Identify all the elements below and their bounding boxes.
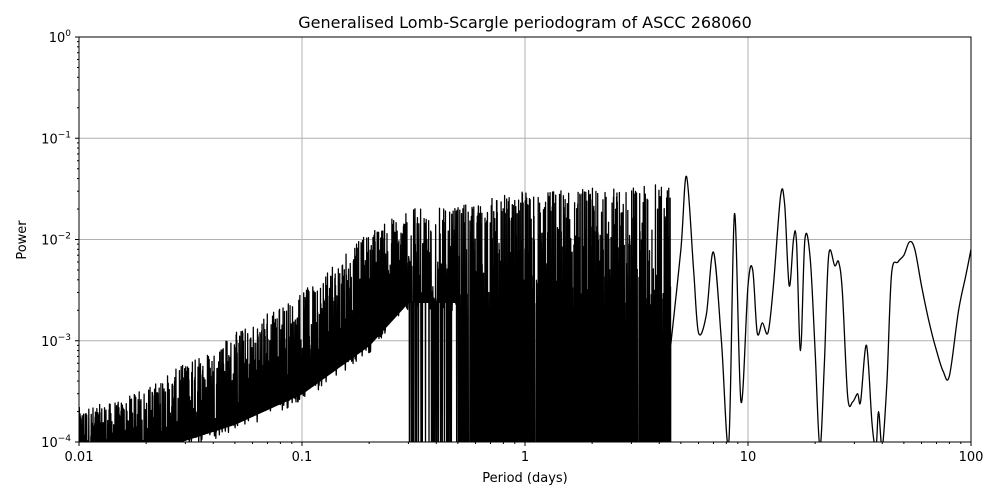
y-axis-ticks: 10−4 10−3 10−2 10−1 100 xyxy=(41,29,79,451)
x-axis-label: Period (days) xyxy=(482,471,568,486)
y-tick-label: 10−3 xyxy=(41,333,71,350)
chart-title: Generalised Lomb-Scargle periodogram of … xyxy=(298,13,752,32)
x-tick-label: 1 xyxy=(521,450,529,465)
y-axis-label: Power xyxy=(15,220,30,260)
y-tick-label: 100 xyxy=(49,29,72,46)
x-axis-ticks: 0.01 0.1 1 10 100 xyxy=(65,442,984,465)
y-tick-label: 10−2 xyxy=(41,232,71,249)
x-tick-label: 100 xyxy=(959,450,984,465)
x-tick-label: 0.01 xyxy=(65,450,94,465)
y-tick-label: 10−4 xyxy=(41,434,71,451)
power-series-line xyxy=(79,175,971,442)
y-tick-label: 10−1 xyxy=(41,130,71,147)
x-tick-label: 0.1 xyxy=(292,450,313,465)
x-tick-label: 10 xyxy=(740,450,757,465)
